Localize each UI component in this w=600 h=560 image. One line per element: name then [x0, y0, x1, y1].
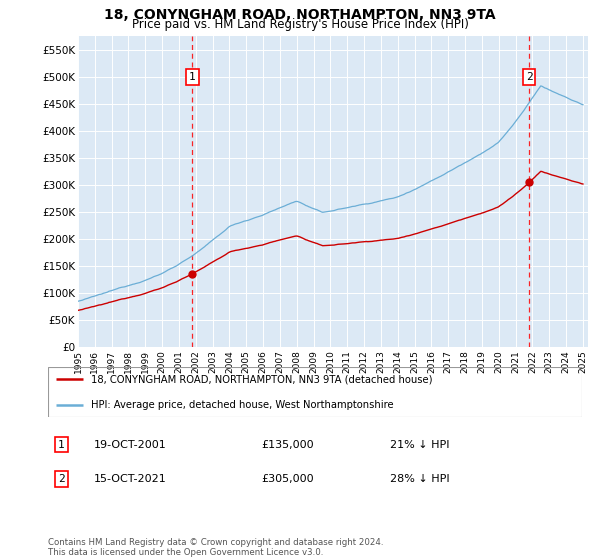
- Text: 19-OCT-2001: 19-OCT-2001: [94, 440, 166, 450]
- Text: 28% ↓ HPI: 28% ↓ HPI: [390, 474, 449, 484]
- Text: Contains HM Land Registry data © Crown copyright and database right 2024.
This d: Contains HM Land Registry data © Crown c…: [48, 538, 383, 557]
- Text: 21% ↓ HPI: 21% ↓ HPI: [390, 440, 449, 450]
- Text: 18, CONYNGHAM ROAD, NORTHAMPTON, NN3 9TA (detached house): 18, CONYNGHAM ROAD, NORTHAMPTON, NN3 9TA…: [91, 375, 432, 384]
- Text: HPI: Average price, detached house, West Northamptonshire: HPI: Average price, detached house, West…: [91, 400, 394, 409]
- Text: 15-OCT-2021: 15-OCT-2021: [94, 474, 166, 484]
- Text: £305,000: £305,000: [262, 474, 314, 484]
- Text: 2: 2: [58, 474, 65, 484]
- Text: 18, CONYNGHAM ROAD, NORTHAMPTON, NN3 9TA: 18, CONYNGHAM ROAD, NORTHAMPTON, NN3 9TA: [104, 8, 496, 22]
- Text: 1: 1: [189, 72, 196, 82]
- Text: 2: 2: [526, 72, 532, 82]
- Text: 1: 1: [58, 440, 65, 450]
- Text: £135,000: £135,000: [262, 440, 314, 450]
- Text: Price paid vs. HM Land Registry's House Price Index (HPI): Price paid vs. HM Land Registry's House …: [131, 18, 469, 31]
